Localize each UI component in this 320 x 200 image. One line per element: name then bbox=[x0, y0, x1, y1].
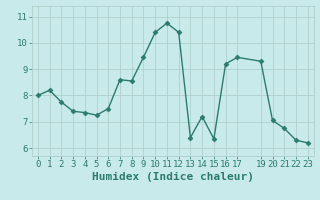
X-axis label: Humidex (Indice chaleur): Humidex (Indice chaleur) bbox=[92, 172, 254, 182]
